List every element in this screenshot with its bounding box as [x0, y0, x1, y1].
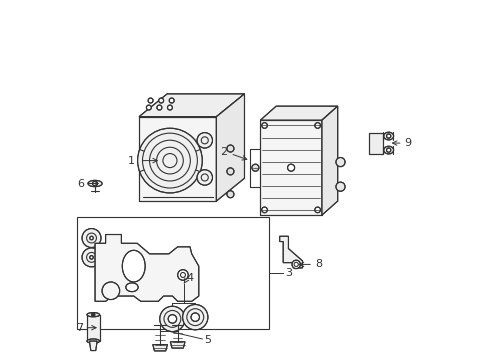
Bar	[87, 315, 100, 341]
Circle shape	[148, 98, 153, 103]
Circle shape	[386, 134, 390, 138]
Circle shape	[191, 313, 199, 321]
Circle shape	[314, 207, 320, 213]
Polygon shape	[95, 234, 199, 301]
Ellipse shape	[125, 283, 138, 292]
Ellipse shape	[88, 180, 102, 187]
Polygon shape	[260, 120, 321, 215]
Polygon shape	[139, 117, 216, 201]
Circle shape	[251, 164, 258, 171]
Circle shape	[177, 270, 188, 280]
Circle shape	[90, 256, 93, 259]
Circle shape	[197, 170, 212, 185]
Bar	[77, 217, 268, 329]
Text: 6: 6	[77, 179, 83, 189]
Polygon shape	[368, 132, 383, 154]
Circle shape	[314, 123, 320, 128]
Polygon shape	[139, 94, 244, 117]
Text: 7: 7	[76, 323, 82, 333]
Circle shape	[287, 164, 294, 171]
Ellipse shape	[87, 312, 100, 317]
Polygon shape	[321, 106, 337, 215]
Circle shape	[291, 260, 300, 269]
Text: 9: 9	[404, 138, 411, 148]
Circle shape	[226, 168, 233, 175]
Circle shape	[91, 313, 95, 316]
Polygon shape	[89, 341, 97, 351]
Text: 1: 1	[127, 156, 135, 166]
Text: 8: 8	[314, 260, 321, 269]
Circle shape	[226, 191, 233, 198]
Polygon shape	[260, 106, 337, 120]
Circle shape	[169, 98, 174, 103]
Circle shape	[386, 148, 390, 152]
Circle shape	[159, 98, 163, 103]
Text: 2: 2	[220, 147, 227, 157]
Circle shape	[82, 229, 101, 248]
Circle shape	[335, 157, 345, 167]
Circle shape	[261, 123, 267, 128]
Circle shape	[92, 181, 97, 186]
Circle shape	[82, 248, 101, 267]
Ellipse shape	[103, 284, 118, 298]
Text: 3: 3	[285, 268, 291, 278]
Ellipse shape	[87, 339, 100, 343]
Polygon shape	[170, 342, 184, 348]
Ellipse shape	[383, 146, 393, 154]
Bar	[87, 315, 100, 341]
Circle shape	[146, 105, 151, 110]
Text: 5: 5	[203, 335, 211, 345]
Polygon shape	[152, 345, 167, 351]
Circle shape	[137, 128, 202, 193]
Circle shape	[197, 132, 212, 148]
Circle shape	[167, 105, 172, 110]
Circle shape	[102, 282, 120, 300]
Circle shape	[226, 145, 233, 152]
Text: 4: 4	[186, 274, 193, 283]
Polygon shape	[279, 236, 302, 268]
Circle shape	[168, 315, 176, 323]
Circle shape	[157, 105, 162, 110]
Circle shape	[335, 182, 345, 191]
Ellipse shape	[122, 250, 145, 282]
Circle shape	[182, 305, 207, 330]
Circle shape	[90, 236, 93, 240]
Circle shape	[160, 306, 184, 332]
Circle shape	[261, 207, 267, 213]
Polygon shape	[216, 94, 244, 201]
Ellipse shape	[383, 132, 393, 140]
